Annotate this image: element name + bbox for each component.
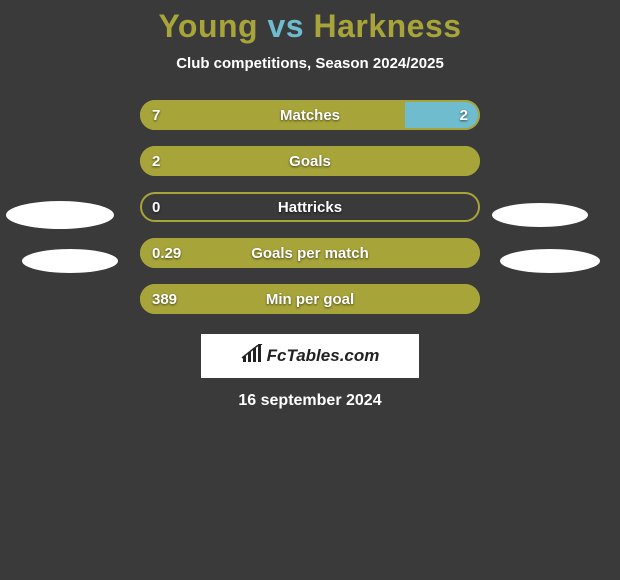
stat-row: Min per goal389 bbox=[0, 284, 620, 314]
title-vs: vs bbox=[258, 8, 313, 44]
stats-comparison-card: Young vs Harkness Club competitions, Sea… bbox=[0, 0, 620, 580]
title-left: Young bbox=[158, 8, 258, 44]
title-right: Harkness bbox=[313, 8, 461, 44]
stat-row: Matches72 bbox=[0, 100, 620, 130]
right-player-badge bbox=[492, 203, 588, 227]
bar-track bbox=[140, 100, 480, 130]
logo-box: FcTables.com bbox=[201, 334, 419, 378]
page-title: Young vs Harkness bbox=[0, 0, 620, 45]
date-text: 16 september 2024 bbox=[0, 392, 620, 410]
subtitle: Club competitions, Season 2024/2025 bbox=[0, 55, 620, 72]
bar-left-fill bbox=[140, 100, 405, 130]
bar-chart-icon bbox=[241, 344, 263, 369]
bar-track bbox=[140, 238, 480, 268]
bar-track bbox=[140, 192, 480, 222]
bar-track bbox=[140, 284, 480, 314]
bar-left-fill bbox=[140, 284, 480, 314]
left-player-badge bbox=[6, 201, 114, 229]
stat-row: Goals2 bbox=[0, 146, 620, 176]
bar-track bbox=[140, 146, 480, 176]
bar-left-fill bbox=[140, 146, 480, 176]
bar-left-fill bbox=[140, 238, 480, 268]
bar-right-fill bbox=[405, 100, 480, 130]
logo-text: FcTables.com bbox=[267, 346, 380, 366]
right-player-badge bbox=[500, 249, 600, 273]
left-player-badge bbox=[22, 249, 118, 273]
